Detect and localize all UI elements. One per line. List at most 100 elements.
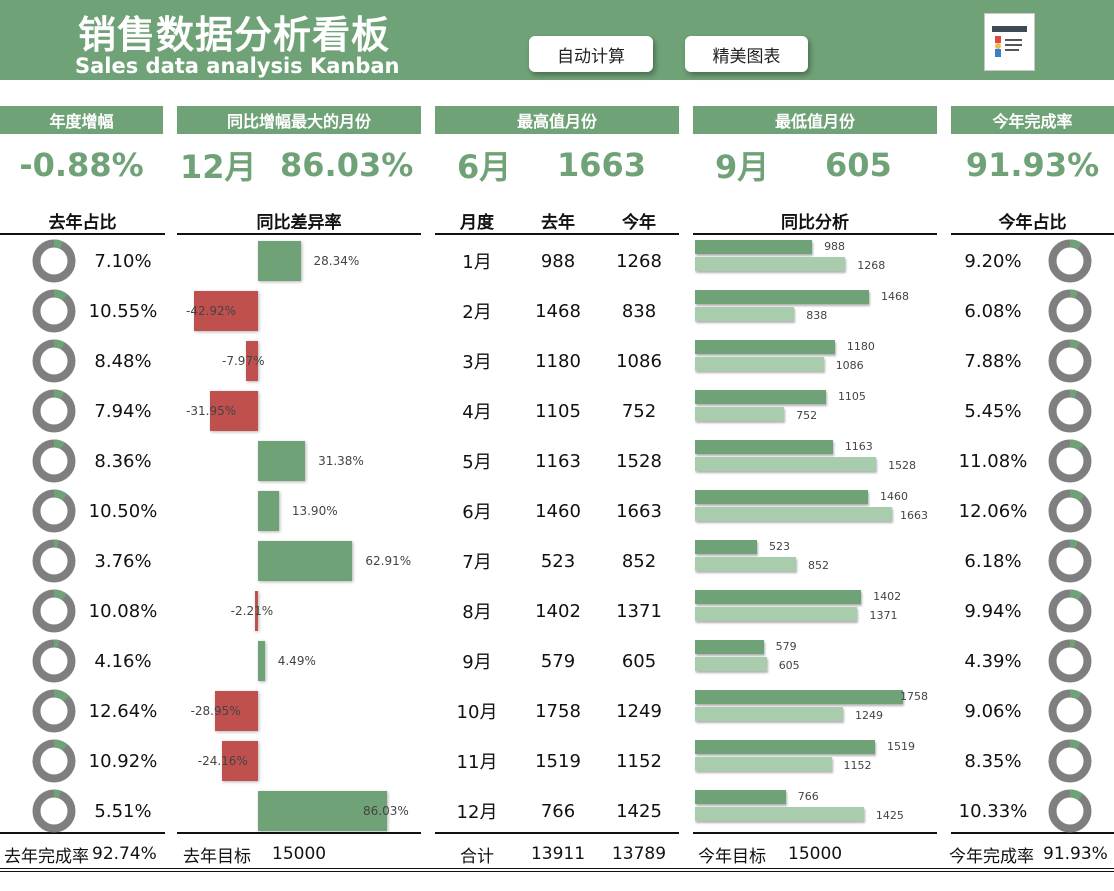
col-this-share: 今年占比 — [998, 212, 1067, 233]
divider — [0, 868, 1114, 869]
last-share-donut — [32, 689, 76, 733]
donut-segment — [1048, 739, 1092, 783]
compare-bar-last — [695, 740, 875, 754]
last-share-value: 4.16% — [94, 650, 152, 672]
donut-ring — [1048, 339, 1092, 383]
donut-segment — [32, 339, 76, 383]
col-compare: 同比分析 — [781, 212, 849, 233]
donut-segment — [32, 689, 76, 733]
divider — [0, 871, 1114, 872]
kpi-max-yoy-value: 86.03% — [280, 146, 414, 184]
month-label: 4月 — [462, 402, 492, 423]
donut-segment — [32, 239, 76, 283]
compare-bar-last — [695, 490, 868, 504]
last-year-value: 1519 — [535, 750, 581, 772]
last-year-value: 523 — [540, 550, 576, 572]
compare-label-last: 579 — [775, 640, 797, 653]
diff-label: -28.95% — [190, 704, 241, 718]
donut-segment — [32, 589, 76, 633]
compare-label-this: 1268 — [857, 259, 886, 272]
donut-segment — [1048, 589, 1092, 633]
last-share-value: 10.08% — [88, 600, 158, 622]
kpi-lowest-month: 9月 — [715, 148, 770, 186]
kpi-annual-growth-label: 年度增幅 — [0, 106, 163, 134]
compare-label-this: 838 — [806, 309, 828, 322]
compare-bar-this — [695, 507, 893, 521]
compare-bar-last — [695, 290, 869, 304]
page-title: 销售数据分析看板 — [78, 13, 391, 57]
compare-label-last: 1105 — [837, 390, 866, 403]
donut-ring — [1048, 589, 1092, 633]
last-share-value: 10.92% — [88, 750, 158, 772]
donut-ring — [32, 639, 76, 683]
compare-bar-last — [695, 790, 786, 804]
donut-segment — [1048, 789, 1092, 833]
donut-ring — [1048, 389, 1092, 433]
divider — [0, 233, 165, 235]
last-year-value: 1180 — [535, 350, 581, 372]
diff-label: 62.91% — [365, 554, 412, 568]
this-year-value: 752 — [621, 400, 657, 422]
divider — [693, 233, 937, 235]
this-share-donut — [1048, 289, 1092, 333]
last-year-value: 579 — [540, 650, 576, 672]
diff-bar — [246, 341, 258, 381]
compare-label-last: 1402 — [873, 590, 902, 603]
month-label: 8月 — [462, 602, 492, 623]
diff-label: -7.97% — [222, 354, 265, 368]
this-year-value: 1152 — [616, 750, 662, 772]
donut-ring — [1048, 639, 1092, 683]
this-share-value: 11.08% — [958, 450, 1028, 472]
this-year-value: 1086 — [616, 350, 662, 372]
donut-ring — [32, 789, 76, 833]
compare-bar-last — [695, 540, 757, 554]
compare-bar-this — [695, 307, 795, 321]
report-icon[interactable] — [984, 13, 1035, 71]
this-year-value: 838 — [621, 300, 657, 322]
donut-segment — [32, 739, 76, 783]
this-year-value: 852 — [621, 550, 657, 572]
diff-label: -42.92% — [186, 304, 237, 318]
divider — [177, 832, 421, 834]
month-label: 3月 — [462, 352, 492, 373]
this-share-value: 9.20% — [964, 250, 1022, 272]
donut-ring — [32, 289, 76, 333]
this-share-value: 12.06% — [958, 500, 1028, 522]
donut-ring — [32, 739, 76, 783]
this-share-donut — [1048, 689, 1092, 733]
this-share-donut — [1048, 439, 1092, 483]
footer-last-target-label: 去年目标 — [183, 846, 251, 867]
last-year-value: 766 — [540, 800, 576, 822]
footer-this-completion-label: 今年完成率 — [949, 846, 1034, 867]
compare-bar-last — [695, 390, 826, 404]
this-share-donut — [1048, 639, 1092, 683]
donut-ring — [1048, 239, 1092, 283]
compare-bar-last — [695, 340, 835, 354]
month-label: 10月 — [456, 702, 498, 723]
last-year-value: 1468 — [535, 300, 581, 322]
col-month: 月度 — [460, 212, 494, 233]
last-share-value: 8.48% — [94, 350, 152, 372]
last-year-value: 1163 — [535, 450, 581, 472]
diff-label: 31.38% — [318, 454, 364, 468]
chart-style-button[interactable]: 精美图表 — [685, 36, 808, 72]
kpi-annual-growth-value: -0.88% — [19, 146, 144, 184]
compare-label-last: 523 — [768, 540, 790, 553]
this-share-donut — [1048, 339, 1092, 383]
kpi-lowest-label: 最低值月份 — [693, 106, 937, 134]
compare-label-this: 1086 — [835, 359, 864, 372]
last-share-donut — [32, 539, 76, 583]
kpi-highest-value: 1663 — [557, 146, 647, 184]
col-this-year: 今年 — [622, 212, 656, 233]
donut-segment — [1048, 389, 1092, 433]
last-share-donut — [32, 589, 76, 633]
donut-ring — [32, 439, 76, 483]
donut-segment — [32, 639, 76, 683]
footer-this-target-label: 今年目标 — [698, 846, 766, 867]
diff-label: -2.21% — [230, 604, 274, 618]
auto-calc-button[interactable]: 自动计算 — [529, 36, 653, 72]
month-label: 12月 — [456, 802, 498, 823]
month-label: 7月 — [462, 552, 492, 573]
donut-ring — [1048, 539, 1092, 583]
diff-bar — [258, 441, 306, 481]
